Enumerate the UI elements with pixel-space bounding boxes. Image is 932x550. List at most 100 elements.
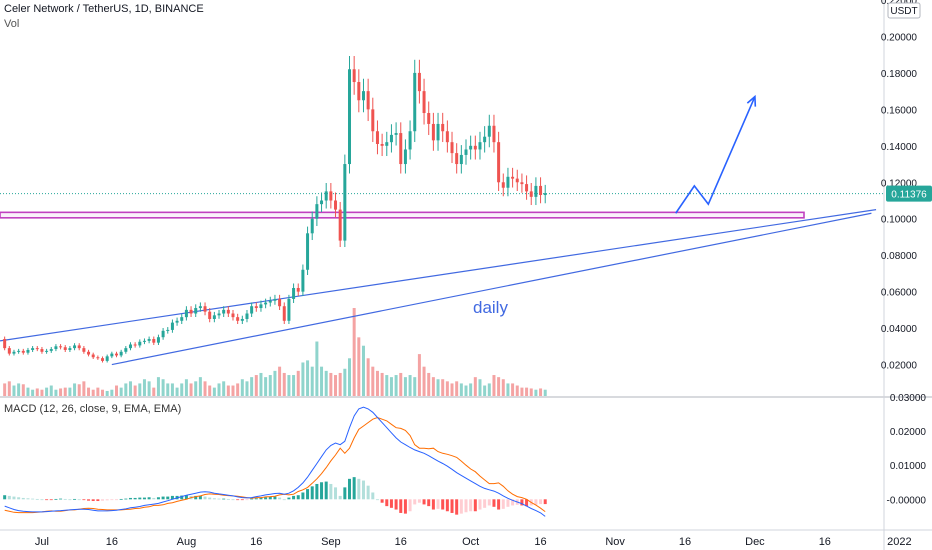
macd-histogram-bar — [101, 499, 105, 501]
volume-bar — [115, 385, 118, 396]
candle-body — [473, 145, 477, 150]
macd-histogram-bar — [539, 499, 543, 505]
candle-body — [310, 218, 314, 234]
macd-histogram-bar — [82, 499, 86, 501]
axes: 0.220000.200000.180000.160000.140000.120… — [35, 0, 932, 548]
candle-body — [152, 339, 156, 343]
volume-bar — [250, 377, 254, 396]
candle-body — [459, 154, 463, 165]
candle-body — [101, 358, 105, 361]
candle-body — [40, 349, 44, 352]
time-tick-label: 16 — [534, 536, 546, 548]
macd-histogram-bar — [450, 499, 454, 513]
candle-body — [105, 356, 109, 361]
volume-bar — [119, 387, 123, 396]
macd-histogram-bar — [427, 499, 431, 507]
macd-histogram-bar — [501, 499, 505, 509]
macd-histogram-bar — [217, 498, 221, 500]
macd-histogram-bar — [21, 497, 25, 500]
currency-badge — [887, 2, 921, 19]
macd-histogram-bar — [212, 498, 216, 500]
candle-body — [217, 313, 221, 316]
macd-histogram-bar — [361, 480, 365, 500]
candle-body — [180, 317, 184, 321]
candle-body — [240, 318, 244, 321]
candle-body — [296, 287, 300, 292]
macd-histogram-bar — [511, 499, 515, 506]
volume-bar — [315, 341, 319, 396]
candle-body — [306, 233, 310, 270]
volume-bar — [389, 377, 393, 396]
candle-body — [399, 133, 403, 165]
macd-histogram-bar — [264, 497, 268, 500]
volume-bar — [469, 383, 473, 396]
macd-histogram-bar — [357, 478, 361, 500]
macd-histogram-bar — [45, 499, 49, 501]
candle-body — [73, 345, 77, 349]
macd-title: MACD (12, 26, close, 9, EMA, EMA) — [4, 403, 182, 415]
candle-body — [501, 182, 505, 188]
volume-bar — [450, 383, 454, 396]
macd-histogram-bar — [124, 498, 128, 500]
macd-histogram-bar — [306, 489, 310, 500]
volume-bar — [124, 383, 128, 396]
macd-histogram-bar — [119, 498, 123, 500]
candle-body — [198, 306, 202, 309]
candle-body — [436, 123, 440, 141]
candle-body — [348, 69, 351, 165]
volume-bar — [35, 388, 39, 396]
macd-histogram-bar — [7, 495, 11, 500]
macd-histogram-bar — [375, 499, 379, 501]
macd-histogram-bar — [105, 499, 109, 501]
candle-body — [236, 317, 240, 321]
macd-histogram-bar — [268, 496, 272, 500]
volume-bar — [399, 372, 403, 396]
candle-body — [455, 153, 459, 165]
volume-bar — [413, 377, 417, 396]
volume-bar — [152, 387, 156, 396]
volume-bar — [529, 388, 533, 396]
candle-body — [497, 142, 501, 183]
volume-bar — [296, 370, 300, 396]
candle-body — [264, 302, 268, 305]
macd-histogram-bar — [422, 499, 426, 505]
macd-histogram-bar — [198, 495, 202, 500]
price-tick-label: 0.10000 — [881, 215, 918, 226]
candle-body — [441, 123, 445, 132]
time-tick-label: 2022 — [887, 536, 911, 548]
candle-body — [292, 287, 296, 299]
volume-bar — [96, 387, 100, 396]
candle-body — [357, 82, 361, 101]
volume-bar — [361, 345, 365, 396]
price-tick-label: 0.12000 — [881, 178, 918, 189]
volume-bar — [385, 375, 389, 396]
candle-body — [119, 351, 123, 356]
volume-bar — [59, 388, 63, 396]
macd-histogram-bar — [338, 495, 342, 500]
projection-path — [675, 96, 756, 214]
price-tick-label: 0.04000 — [881, 324, 918, 335]
volume-bar — [506, 383, 510, 396]
volume-bar — [91, 389, 95, 396]
candle-body — [469, 145, 473, 150]
macd-histogram-bar — [441, 499, 445, 510]
volume-bar — [222, 381, 226, 396]
macd-histogram-bar — [54, 498, 58, 500]
volume-bar — [357, 337, 361, 396]
volume-bar — [539, 388, 543, 396]
candle-body — [320, 200, 324, 205]
support-zone — [0, 211, 805, 219]
macd-histogram-bar — [12, 496, 16, 500]
price-tick-label: 0.02000 — [881, 361, 918, 372]
time-tick-label: 16 — [395, 536, 407, 548]
candle-body — [31, 348, 35, 350]
candle-body — [287, 298, 291, 321]
candle-body — [380, 143, 384, 146]
volume-bar — [63, 387, 67, 396]
candle-body — [21, 350, 25, 353]
macd-histogram-bar — [534, 499, 538, 505]
macd-histogram-bar — [445, 499, 449, 512]
candle-body — [7, 348, 11, 354]
candle-body — [529, 191, 533, 197]
